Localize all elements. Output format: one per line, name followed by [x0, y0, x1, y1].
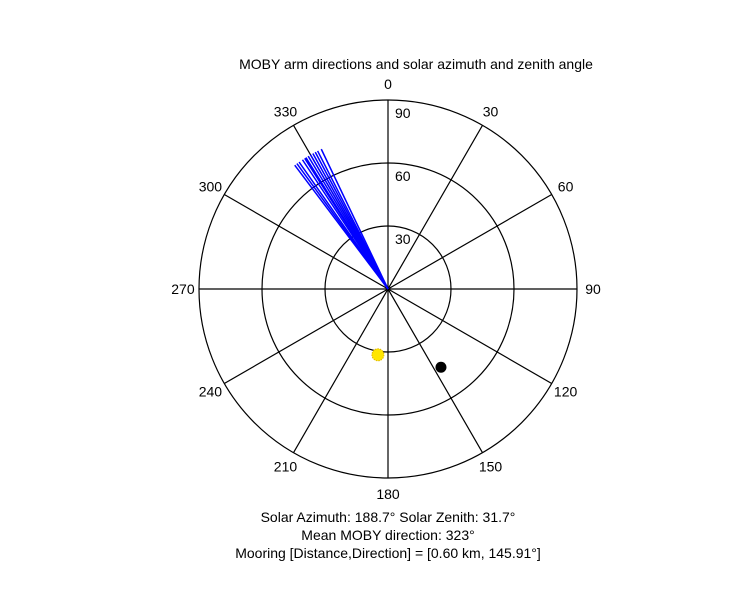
moby-arm-line-11: [320, 148, 389, 290]
chart-markers: [371, 348, 447, 373]
angle-label-180: 180: [376, 486, 400, 502]
angle-label-0: 0: [384, 76, 392, 92]
radial-label-90: 90: [395, 105, 411, 121]
angle-label-120: 120: [554, 384, 578, 400]
solar-info-text: Solar Azimuth: 188.7° Solar Zenith: 31.7…: [261, 509, 516, 525]
angle-label-60: 60: [558, 178, 574, 194]
angle-label-150: 150: [479, 459, 503, 475]
angle-label-210: 210: [274, 459, 298, 475]
angle-label-300: 300: [199, 178, 223, 194]
mooring-info-text: Mooring [Distance,Direction] = [0.60 km,…: [235, 545, 541, 561]
angle-label-30: 30: [483, 103, 499, 119]
radial-tick-labels: 30 60 90: [395, 105, 411, 247]
sun-marker: [371, 348, 385, 362]
radial-label-60: 60: [395, 168, 411, 184]
angle-label-330: 330: [274, 103, 298, 119]
chart-title: MOBY arm directions and solar azimuth an…: [239, 56, 593, 72]
mooring-marker: [435, 361, 447, 373]
angle-label-90: 90: [585, 281, 601, 297]
mean-moby-direction-text: Mean MOBY direction: 323°: [301, 527, 474, 543]
angle-label-240: 240: [199, 384, 223, 400]
moby-arm-directions: [294, 148, 389, 290]
angle-label-270: 270: [171, 281, 195, 297]
angle-tick-labels: 0 30 60 90 120 150 180 210 240 270 300 330: [171, 76, 601, 502]
radial-label-30: 30: [395, 231, 411, 247]
